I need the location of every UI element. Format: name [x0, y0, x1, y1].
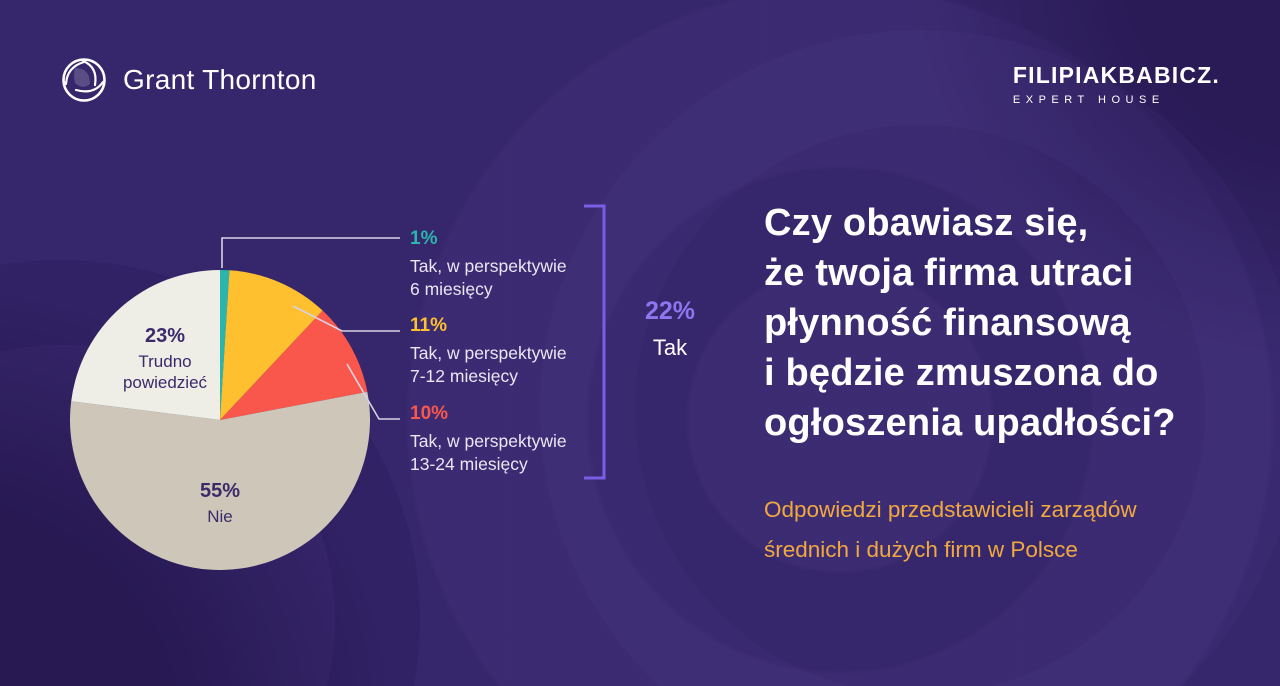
grant-thornton-logo: Grant Thornton: [60, 56, 317, 104]
aggregate-label: Tak: [652, 335, 688, 360]
pie-label-percent: 55%: [199, 480, 241, 502]
callout-text: 7-12 miesięcy: [410, 366, 518, 386]
callout-text: Tak, w perspektywie: [410, 343, 567, 363]
question-line: ogłoszenia upadłości?: [764, 402, 1176, 444]
callout-13-24-months: 10% Tak, w perspektywie 13-24 miesięcy: [410, 403, 610, 476]
brand-name: FILIPIAKBABICZ.: [1012, 62, 1220, 88]
subtitle-line: Odpowiedzi przedstawicieli zarządów: [764, 497, 1137, 522]
callout-text: Tak, w perspektywie: [410, 256, 567, 276]
grant-thornton-logo-text: Grant Thornton: [123, 64, 317, 95]
question-line: i będzie zmuszona do: [764, 352, 1159, 394]
pie-label-percent: 23%: [144, 325, 186, 347]
callout-percent: 1%: [410, 228, 438, 249]
callout-percent: 10%: [410, 403, 449, 424]
callout-text: Tak, w perspektywie: [410, 431, 567, 451]
leader-line-6-months: [221, 237, 400, 268]
pie-slice-55pct: [69, 391, 370, 570]
callout-6-months: 1% Tak, w perspektywie 6 miesięcy: [410, 228, 610, 301]
pie-label-trudno-powiedziec: 23% Trudno powiedzieć: [95, 325, 235, 393]
callout-text: 13-24 miesięcy: [410, 454, 528, 474]
pie-label-text: Trudno powiedzieć: [122, 352, 208, 392]
question-subtitle: Odpowiedzi przedstawicieli zarządów śred…: [764, 490, 1244, 570]
brand-tagline: EXPERT HOUSE: [1012, 94, 1165, 106]
grant-thornton-logo-icon: [62, 58, 106, 102]
aggregate-percent: 22%: [644, 297, 696, 325]
callout-text: 6 miesięcy: [410, 279, 493, 299]
subtitle-line: średnich i dużych firm w Polsce: [764, 537, 1078, 562]
pie-label-nie: 55% Nie: [150, 480, 290, 527]
pie-label-text: Nie: [207, 507, 233, 526]
pie-chart: [69, 270, 370, 570]
callout-percent: 11%: [410, 315, 447, 336]
pie-chart-wrap: [69, 270, 370, 570]
pie-slice-1pct: [220, 270, 230, 420]
question-line: płynność finansową: [764, 302, 1131, 344]
pie-slice-10pct: [220, 310, 368, 420]
question-line: że twoja firma utraci: [764, 252, 1134, 294]
aggregate-tak: 22% Tak: [632, 297, 708, 361]
pie-slice-23pct: [71, 270, 221, 420]
question-block: Czy obawiasz się, że twoja firma utraci …: [764, 198, 1244, 570]
filipiakbabicz-brand: FILIPIAKBABICZ. EXPERT HOUSE: [1013, 62, 1220, 106]
question-line: Czy obawiasz się,: [764, 202, 1089, 244]
callout-7-12-months: 11% Tak, w perspektywie 7-12 miesięcy: [410, 315, 610, 388]
